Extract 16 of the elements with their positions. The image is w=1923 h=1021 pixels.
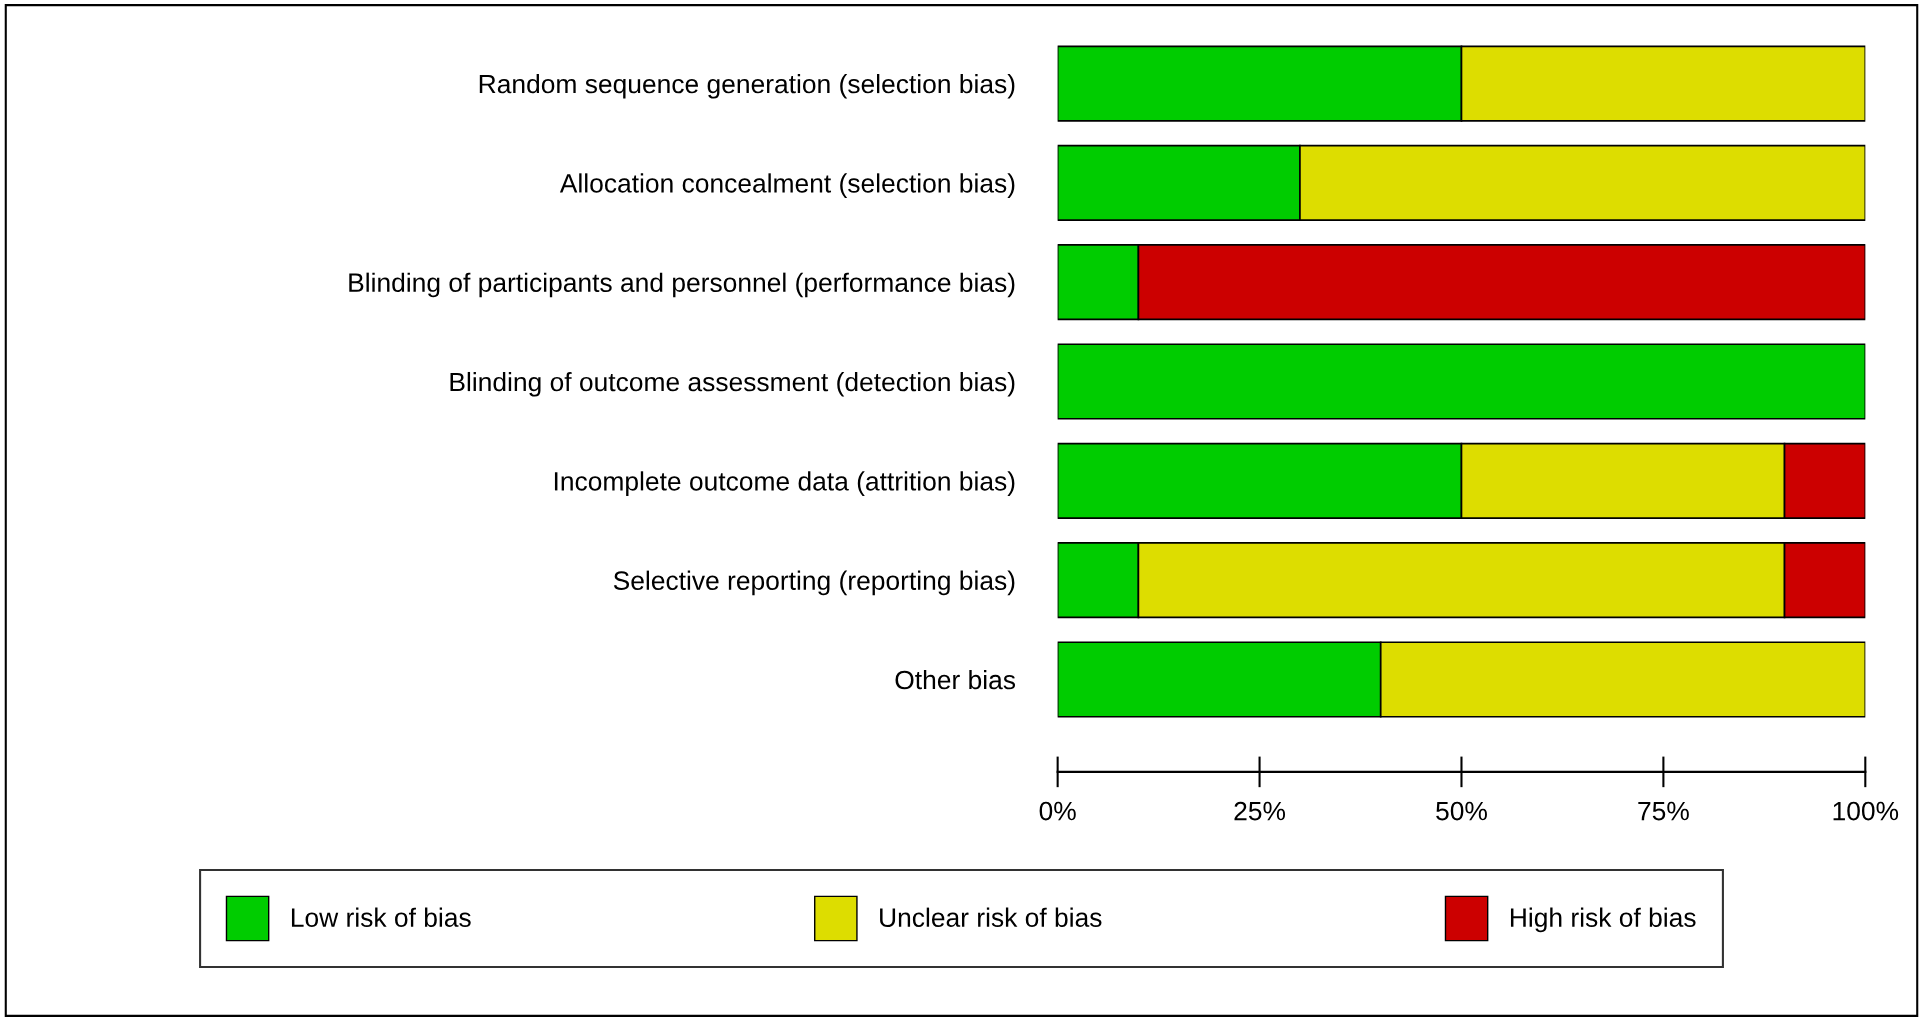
x-tick-label: 0% bbox=[1039, 801, 1076, 821]
x-tick-label: 25% bbox=[1234, 801, 1286, 821]
y-tick-label: Blinding of outcome assessment (detection bias) bbox=[450, 371, 1015, 397]
y-tick-label: Selective reporting (reporting bias) bbox=[613, 570, 1015, 596]
legend-label: Unclear risk of bias bbox=[880, 907, 1102, 927]
x-tick-label: 75% bbox=[1638, 801, 1689, 821]
y-tick-label: Allocation concealment (selection bias) bbox=[559, 173, 1015, 198]
x-tick-label: 50% bbox=[1436, 801, 1487, 821]
bar bbox=[1057, 343, 1866, 420]
y-tick-label: Random sequence generation (selection bias) bbox=[479, 73, 1015, 99]
y-tick-label: Blinding of participants and personnel (performance bias) bbox=[349, 272, 1015, 298]
legend-label: High risk of bias bbox=[1510, 907, 1696, 933]
y-tick-label: Other bias bbox=[895, 669, 1016, 690]
y-tick-label: Incomplete outcome data (attrition bias) bbox=[554, 471, 1015, 496]
legend-label: Low risk of bias bbox=[291, 907, 471, 927]
x-tick-label: 100% bbox=[1833, 801, 1899, 821]
